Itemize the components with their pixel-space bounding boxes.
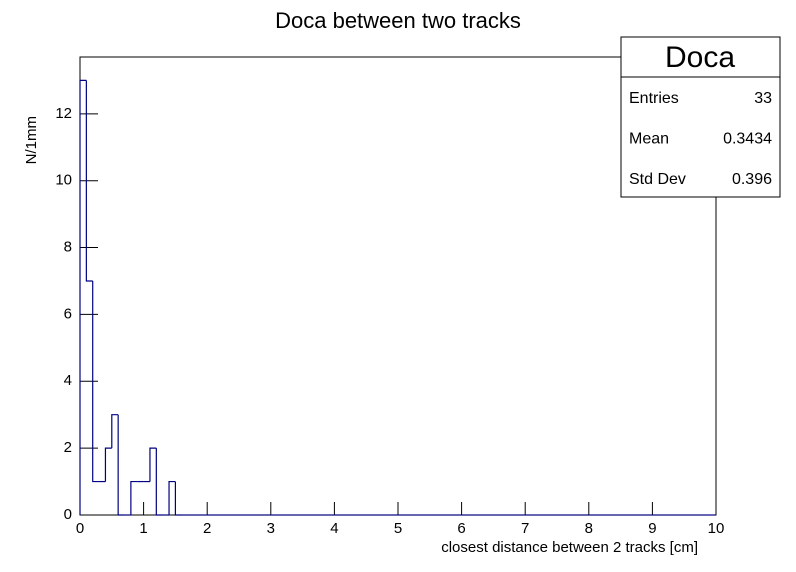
histogram-bin	[117, 414, 125, 516]
histogram-bin	[92, 280, 100, 483]
x-tick-label: 3	[267, 520, 275, 537]
y-axis-label: N/1mm	[23, 116, 40, 164]
stats-label: Std Dev	[629, 171, 686, 188]
x-tick-label: 0	[76, 520, 84, 537]
stats-title: Doca	[665, 41, 735, 74]
stats-label: Entries	[629, 90, 679, 107]
x-tick-label: 5	[394, 520, 402, 537]
histogram-bin	[85, 80, 93, 282]
chart-title: Doca between two tracks	[275, 8, 521, 33]
y-tick-label: 8	[64, 239, 72, 256]
stats-label: Mean	[629, 131, 669, 148]
histogram-bin	[155, 448, 163, 516]
histogram-bin	[130, 480, 138, 515]
histogram-bin	[111, 414, 119, 449]
x-tick-label: 7	[521, 520, 529, 537]
x-tick-label: 9	[648, 520, 656, 537]
stats-value: 0.396	[732, 171, 772, 188]
y-tick-label: 0	[64, 506, 72, 523]
y-tick-label: 10	[55, 172, 72, 189]
histogram-bin	[174, 481, 182, 516]
x-tick-label: 4	[330, 520, 338, 537]
y-tick-label: 6	[64, 305, 72, 322]
x-tick-label: 1	[139, 520, 147, 537]
y-tick-label: 2	[64, 439, 72, 456]
x-tick-label: 6	[457, 520, 465, 537]
histogram-bin	[168, 480, 176, 515]
histogram-bin	[104, 447, 112, 482]
stats-value: 33	[754, 90, 772, 107]
y-tick-label: 4	[64, 372, 72, 389]
x-tick-label: 8	[585, 520, 593, 537]
stats-value: 0.3434	[723, 131, 772, 148]
x-tick-label: 2	[203, 520, 211, 537]
x-axis-label: closest distance between 2 tracks [cm]	[441, 539, 698, 556]
histogram-bin	[149, 447, 157, 482]
stats-box	[620, 36, 781, 198]
x-tick-label: 10	[708, 520, 725, 537]
histogram-bin	[79, 79, 87, 515]
y-tick-label: 12	[55, 105, 72, 122]
